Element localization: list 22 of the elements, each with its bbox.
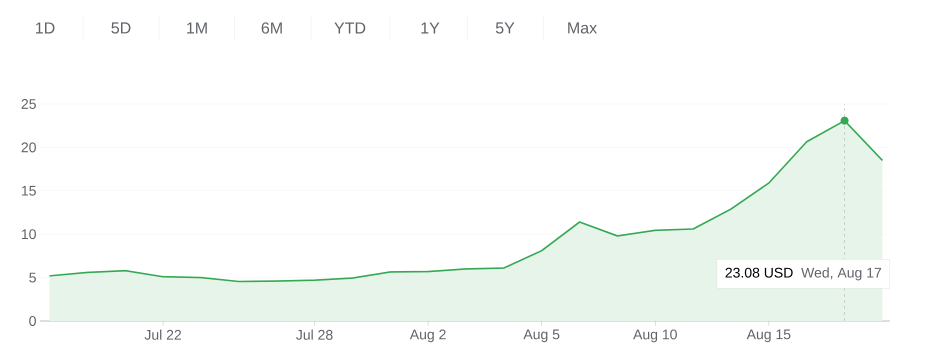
x-tick-label: Aug 15 [746, 330, 790, 342]
x-tick-label: Aug 2 [410, 330, 446, 342]
y-tick-label: 5 [29, 272, 36, 282]
text: 1D [36, 22, 54, 34]
text: 5Y [496, 22, 514, 34]
annotation: Wed, Aug 17 [801, 267, 882, 280]
x-tick-label: Aug 10 [633, 330, 677, 342]
text: 1Y [421, 22, 440, 34]
y-tick-label: 15 [22, 186, 36, 196]
text: Max [568, 22, 597, 34]
x-tick-label: Jul 22 [144, 330, 182, 340]
text: 6M [262, 22, 282, 34]
text: YTD [334, 22, 366, 34]
text: 5D [111, 22, 130, 34]
x-tick-label: Aug 5 [523, 330, 560, 342]
x-tick-label: Jul 28 [296, 330, 333, 340]
text: 1M [187, 22, 207, 34]
y-tick-label: 0 [29, 316, 36, 326]
y-tick-label: 25 [22, 99, 36, 109]
annotation: 23.08 USD [726, 268, 793, 278]
y-tick-label: 20 [22, 142, 36, 152]
y-tick-label: 10 [22, 229, 36, 240]
